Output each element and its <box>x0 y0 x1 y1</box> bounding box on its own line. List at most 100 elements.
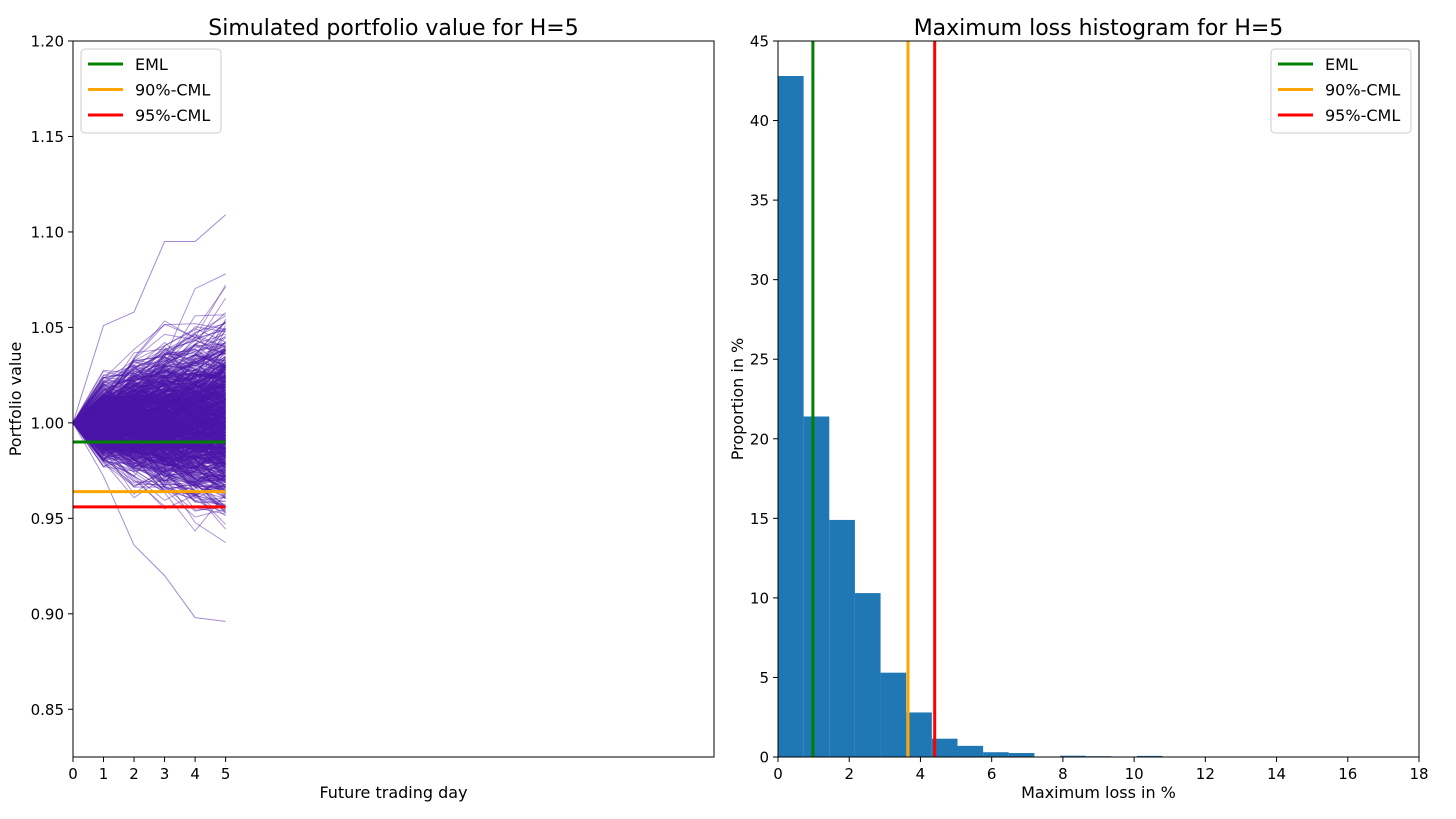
simulated-path <box>72 393 226 437</box>
simulated-path <box>72 381 226 424</box>
simulated-path <box>72 420 226 482</box>
simulated-path <box>72 422 226 525</box>
simulated-path <box>72 376 226 424</box>
simulated-path <box>72 422 226 483</box>
simulated-path <box>72 386 226 424</box>
simulated-path <box>72 414 226 448</box>
simulated-path <box>72 419 226 471</box>
simulated-path <box>72 422 226 457</box>
simulated-path <box>72 422 226 484</box>
simulated-path <box>72 392 226 444</box>
simulated-path <box>72 421 226 512</box>
simulated-path <box>72 417 226 442</box>
simulated-path <box>72 422 226 489</box>
simulated-path <box>72 401 226 489</box>
y-tick-label: 40 <box>750 112 769 130</box>
simulated-path <box>72 398 226 427</box>
simulated-path <box>72 422 226 508</box>
simulated-path <box>72 402 226 438</box>
simulated-path <box>72 400 226 435</box>
simulated-path <box>72 374 226 428</box>
simulated-path <box>72 368 226 430</box>
simulated-path <box>72 376 226 424</box>
simulated-path <box>72 422 226 449</box>
simulated-path <box>72 422 226 462</box>
simulated-path <box>72 393 226 426</box>
simulated-path <box>72 385 226 427</box>
max-loss-histogram: Maximum loss histogram for H=5 0 2 4 6 8 10 12… <box>728 16 1429 802</box>
simulated-path <box>72 412 226 435</box>
simulated-path <box>72 422 226 453</box>
simulated-path <box>72 413 226 464</box>
simulated-path <box>72 350 226 427</box>
simulated-path <box>72 331 226 424</box>
simulated-path <box>72 412 226 442</box>
simulated-path <box>72 342 226 424</box>
simulated-path <box>72 398 226 466</box>
simulated-path <box>72 417 226 444</box>
simulated-path <box>72 422 226 456</box>
simulated-path <box>72 378 226 434</box>
simulated-path <box>72 422 226 462</box>
simulated-path <box>72 380 226 424</box>
simulated-path <box>72 398 226 440</box>
simulated-path <box>72 422 226 470</box>
simulated-path <box>72 422 226 486</box>
simulated-path <box>72 422 226 487</box>
simulated-path <box>72 379 226 439</box>
simulated-path <box>72 422 226 465</box>
simulated-path <box>72 422 226 501</box>
simulated-path <box>72 422 226 456</box>
simulated-path <box>72 422 226 469</box>
simulated-path <box>72 422 226 471</box>
simulated-path <box>72 383 226 431</box>
simulated-path <box>72 404 226 455</box>
simulated-path <box>72 348 226 424</box>
simulated-path <box>72 370 226 438</box>
y-tick-label: 1.20 <box>31 33 64 51</box>
simulated-path <box>72 394 226 429</box>
simulated-path <box>72 383 226 424</box>
simulated-path <box>72 422 227 484</box>
simulated-path <box>73 403 226 424</box>
threshold-lines <box>811 41 937 757</box>
simulated-path <box>72 382 226 424</box>
simulated-path <box>72 401 226 459</box>
simulated-path <box>72 390 226 424</box>
simulated-path <box>72 392 226 430</box>
simulated-path <box>72 412 226 457</box>
simulated-path <box>72 420 226 476</box>
simulated-path <box>72 422 226 467</box>
simulated-path <box>72 339 226 433</box>
simulated-path <box>72 390 226 449</box>
simulated-path <box>72 380 226 424</box>
simulated-path <box>72 323 226 424</box>
simulated-path <box>72 408 226 428</box>
simulated-path <box>72 364 226 424</box>
simulated-path <box>72 373 226 426</box>
simulated-path <box>72 414 226 431</box>
simulated-path <box>72 390 226 435</box>
y-tick-label: 20 <box>750 430 769 448</box>
simulated-path <box>72 407 226 429</box>
simulated-path <box>72 397 226 441</box>
simulated-path <box>72 351 226 424</box>
simulated-path <box>72 420 226 462</box>
simulated-path <box>72 410 226 464</box>
simulated-path <box>72 422 226 460</box>
simulated-path <box>72 380 226 424</box>
simulated-path <box>72 394 226 425</box>
simulated-path <box>72 422 226 439</box>
simulated-path <box>72 418 226 452</box>
simulated-path <box>72 422 226 467</box>
simulated-path <box>72 422 226 482</box>
simulated-path <box>72 380 226 424</box>
simulated-path <box>72 366 226 431</box>
simulated-path <box>72 422 226 482</box>
simulated-path <box>72 388 226 424</box>
simulated-path <box>72 416 226 467</box>
simulated-path <box>72 383 226 445</box>
simulated-path <box>72 365 226 424</box>
simulated-path <box>72 375 227 424</box>
simulated-path <box>72 377 226 437</box>
